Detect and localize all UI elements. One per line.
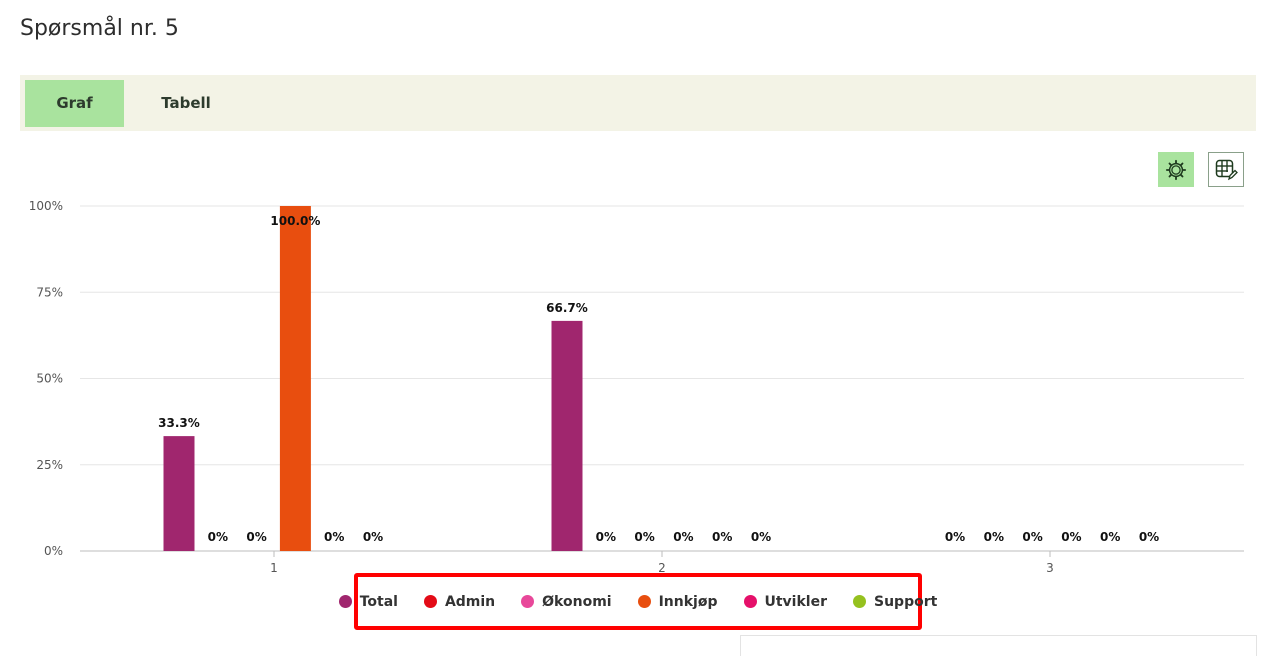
data-label: 0% xyxy=(712,530,732,544)
data-label: 0% xyxy=(751,530,771,544)
data-label: 0% xyxy=(634,530,654,544)
bar-innkjøp xyxy=(279,206,311,551)
data-label: 0% xyxy=(208,530,228,544)
legend-item-utvikler[interactable]: Utvikler xyxy=(743,593,828,610)
data-label: 66.7% xyxy=(546,301,588,315)
data-label: 0% xyxy=(324,530,344,544)
chart-legend: Total Admin Økonomi Innkjøp Utvikler Support xyxy=(338,573,937,630)
legend-label: Innkjøp xyxy=(658,593,718,610)
legend-swatch xyxy=(637,595,651,608)
table-edit-icon xyxy=(1215,159,1238,180)
y-tick-label: 50% xyxy=(36,372,63,386)
data-label: 0% xyxy=(984,530,1004,544)
legend-item-admin[interactable]: Admin xyxy=(423,593,496,610)
data-label: 0% xyxy=(1061,530,1081,544)
tab-graf[interactable]: Graf xyxy=(25,80,124,127)
legend-item-total[interactable]: Total xyxy=(338,593,398,610)
legend-swatch xyxy=(338,595,352,608)
tab-tabell[interactable]: Tabell xyxy=(161,94,211,112)
legend-item-økonomi[interactable]: Økonomi xyxy=(521,593,612,610)
data-label: 33.3% xyxy=(158,416,200,430)
legend-label: Admin xyxy=(444,593,496,610)
data-label: 0% xyxy=(673,530,693,544)
y-tick-label: 75% xyxy=(36,285,63,299)
legend-label: Support xyxy=(874,593,938,610)
y-tick-label: 100% xyxy=(29,199,63,213)
bar-total xyxy=(163,436,195,551)
data-label: 0% xyxy=(1139,530,1159,544)
legend-label: Økonomi xyxy=(542,593,612,610)
page-title: Spørsmål nr. 5 xyxy=(20,16,179,41)
panel-edge xyxy=(740,635,1257,656)
legend-swatch xyxy=(423,595,437,608)
data-label: 0% xyxy=(1022,530,1042,544)
legend-item-support[interactable]: Support xyxy=(853,594,937,610)
data-label: 0% xyxy=(945,530,965,544)
legend-swatch xyxy=(521,595,535,608)
x-tick-label: 2 xyxy=(658,561,666,575)
x-tick-label: 1 xyxy=(270,561,278,575)
data-label: 100.0% xyxy=(270,214,320,228)
data-label: 0% xyxy=(1100,530,1120,544)
table-edit-button[interactable] xyxy=(1208,152,1244,187)
bar-chart: 0% 25% 50% 75% 100% 1 33.3% 0% 0% 100.0% 0% 0% 2 66.7… xyxy=(29,199,1244,575)
legend-label: Utvikler xyxy=(764,593,828,610)
data-label: 0% xyxy=(246,530,266,544)
legend-swatch xyxy=(743,595,757,608)
tab-bar: Graf Tabell xyxy=(20,75,1256,131)
legend-swatch xyxy=(853,595,866,608)
legend-label: Total xyxy=(359,593,398,610)
gear-icon xyxy=(1165,159,1187,180)
x-tick-label: 3 xyxy=(1046,561,1054,575)
data-label: 0% xyxy=(596,530,616,544)
y-tick-label: 25% xyxy=(36,458,63,472)
data-label: 0% xyxy=(363,530,383,544)
bar-total xyxy=(551,320,583,551)
y-tick-label: 0% xyxy=(44,544,63,558)
chart-settings-button[interactable] xyxy=(1158,152,1194,187)
legend-item-innkjøp[interactable]: Innkjøp xyxy=(637,593,718,610)
